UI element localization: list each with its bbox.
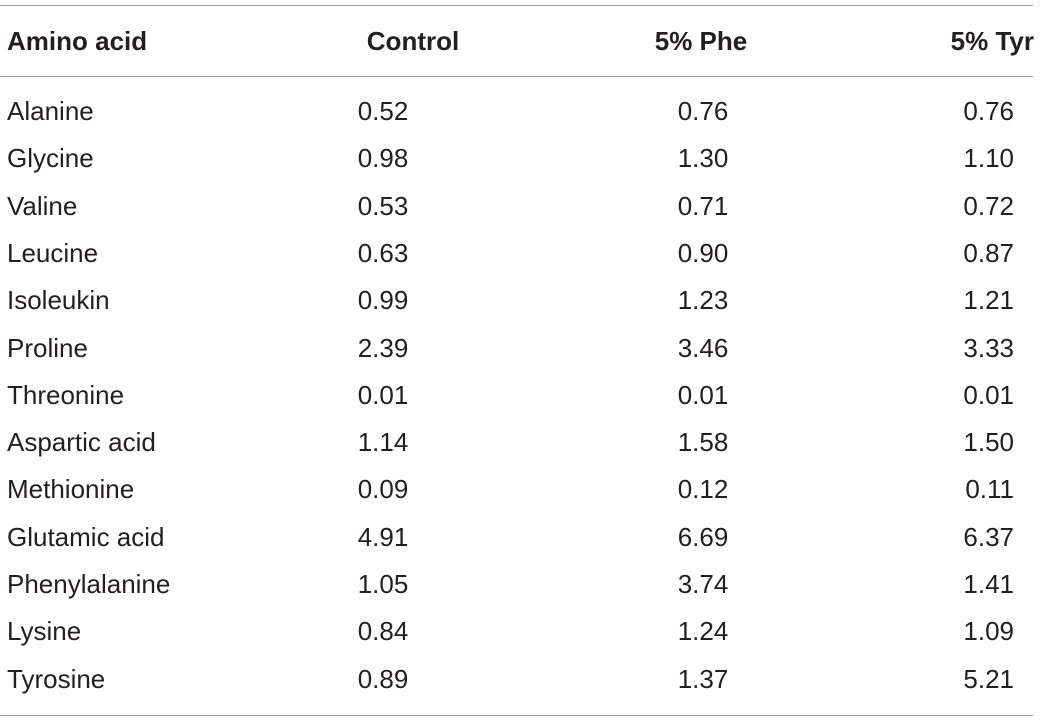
phe-cell: 1.23	[677, 285, 729, 316]
amino-acid-cell: Alanine	[7, 96, 94, 126]
table-row: Glutamic acid 4.91 6.69 6.37	[0, 514, 1040, 561]
tyr-cell: 0.72	[963, 190, 1014, 221]
amino-acid-cell: Leucine	[7, 237, 99, 268]
amino-acid-cell: Methionine	[7, 474, 135, 505]
amino-acid-cell: Isoleukin	[7, 285, 110, 316]
tyr-cell: 3.33	[963, 332, 1014, 363]
amino-acid-cell: Threonine	[7, 379, 125, 410]
control-cell: 0.01	[357, 379, 409, 410]
table-row: Glycine 0.98 1.30 1.10	[0, 135, 1040, 182]
amino-acid-cell: Tyrosine	[7, 663, 106, 694]
table-row: Aspartic acid 1.14 1.58 1.50	[0, 419, 1040, 466]
amino-acid-cell: Glycine	[7, 143, 94, 174]
tyr-cell: 1.10	[963, 143, 1014, 174]
tyr-cell: 1.21	[963, 285, 1014, 316]
table-row: Alanine 0.52 0.76 0.76	[0, 88, 1040, 135]
tyr-cell: 0.76	[963, 96, 1014, 126]
table-top-rule	[0, 5, 1033, 6]
tyr-cell: 6.37	[963, 521, 1014, 552]
control-cell: 0.98	[357, 143, 409, 174]
phe-cell: 3.46	[677, 332, 729, 363]
amino-acid-cell: Proline	[7, 332, 88, 363]
control-cell: 0.09	[357, 474, 409, 505]
control-cell: 0.84	[357, 616, 409, 647]
phe-cell: 0.01	[677, 379, 729, 410]
control-cell: 0.99	[357, 285, 409, 316]
control-cell: 1.14	[357, 427, 409, 458]
phe-cell: 0.12	[677, 474, 729, 505]
phe-cell: 0.71	[677, 190, 729, 221]
table-row: Phenylalanine 1.05 3.74 1.41	[0, 561, 1040, 608]
table-row: Leucine 0.63 0.90 0.87	[0, 230, 1040, 277]
table-row: Tyrosine 0.89 1.37 5.21	[0, 656, 1040, 703]
control-cell: 0.63	[357, 237, 409, 268]
header-control: Control	[366, 26, 460, 56]
tyr-cell: 1.50	[963, 427, 1014, 458]
phe-cell: 0.90	[677, 237, 729, 268]
control-cell: 0.52	[357, 96, 409, 126]
tyr-cell: 1.41	[963, 569, 1014, 599]
control-cell: 4.91	[357, 521, 409, 552]
phe-cell: 0.76	[677, 96, 729, 126]
phe-cell: 1.37	[677, 663, 729, 694]
phe-cell: 6.69	[677, 521, 729, 552]
header-5-tyr: 5% Tyr	[950, 26, 1034, 56]
control-cell: 1.05	[357, 569, 409, 599]
tyr-cell: 1.09	[963, 616, 1014, 647]
control-cell: 2.39	[357, 332, 409, 363]
table-row: Lysine 0.84 1.24 1.09	[0, 608, 1040, 655]
header-amino-acid: Amino acid	[7, 26, 148, 56]
header-5-phe: 5% Phe	[654, 26, 748, 56]
table-header-rule	[0, 76, 1033, 77]
tyr-cell: 5.21	[963, 663, 1014, 694]
tyr-cell: 0.01	[963, 379, 1014, 410]
amino-acid-cell: Lysine	[7, 616, 82, 647]
table-bottom-rule	[0, 715, 1033, 716]
control-cell: 0.53	[357, 190, 409, 221]
table-header-row: Amino acid Control 5% Phe 5% Tyr	[0, 6, 1040, 76]
table-row: Valine 0.53 0.71 0.72	[0, 183, 1040, 230]
tyr-cell: 0.87	[963, 237, 1014, 268]
tyr-cell: 0.11	[965, 474, 1014, 505]
table-row: Proline 2.39 3.46 3.33	[0, 325, 1040, 372]
phe-cell: 1.30	[677, 143, 729, 174]
amino-acid-cell: Aspartic acid	[7, 427, 156, 458]
amino-acid-cell: Phenylalanine	[7, 569, 171, 599]
phe-cell: 3.74	[677, 569, 729, 599]
table-row: Isoleukin 0.99 1.23 1.21	[0, 277, 1040, 324]
amino-acid-cell: Valine	[7, 190, 78, 221]
amino-acid-cell: Glutamic acid	[7, 521, 165, 552]
table-row: Methionine 0.09 0.12 0.11	[0, 466, 1040, 513]
phe-cell: 1.24	[677, 616, 729, 647]
control-cell: 0.89	[357, 663, 409, 694]
phe-cell: 1.58	[677, 427, 729, 458]
table-row: Threonine 0.01 0.01 0.01	[0, 372, 1040, 419]
